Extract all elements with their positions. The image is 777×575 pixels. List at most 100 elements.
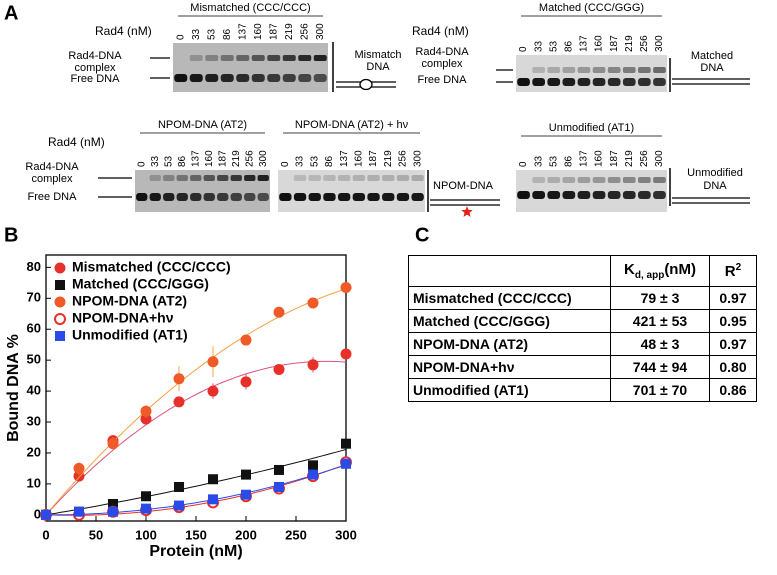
y-tick-label: 10 bbox=[27, 475, 41, 490]
table-row: Unmodified (AT1) 701 ± 70 0.86 bbox=[408, 378, 757, 402]
complex-band bbox=[149, 175, 161, 181]
complex-band bbox=[607, 177, 621, 183]
free-band bbox=[547, 78, 561, 86]
legend-marker bbox=[55, 280, 65, 290]
complex-band bbox=[313, 55, 327, 61]
diagram-label: DNA bbox=[703, 180, 727, 192]
y-tick-label: 0 bbox=[34, 506, 41, 521]
data-point bbox=[340, 348, 352, 360]
value-cell: 744 ± 94 bbox=[610, 355, 710, 379]
free-band bbox=[136, 193, 148, 201]
table-row: Mismatched (CCC/CCC) 79 ± 3 0.97 bbox=[408, 286, 757, 310]
name-cell: Mismatched (CCC/CCC) bbox=[408, 286, 611, 310]
x-tick-label: 150 bbox=[185, 527, 207, 542]
free-dna-label: Free DNA bbox=[418, 74, 468, 86]
complex-band bbox=[577, 67, 591, 73]
gel-title: Mismatched (CCC/CCC) bbox=[190, 2, 310, 14]
concentration-label: 53 bbox=[206, 28, 217, 40]
value-cell: 48 ± 3 bbox=[610, 332, 710, 356]
concentration-label: 0 bbox=[518, 46, 529, 52]
fit-curve bbox=[45, 360, 347, 516]
concentration-label: 160 bbox=[253, 23, 264, 40]
value-cell: 0.97 bbox=[709, 332, 757, 356]
complex-band bbox=[163, 175, 175, 181]
complex-band bbox=[396, 175, 410, 181]
complex-band bbox=[217, 175, 229, 181]
data-point bbox=[141, 491, 151, 502]
concentration-label: 86 bbox=[222, 28, 233, 40]
free-band bbox=[607, 191, 621, 199]
complex-band bbox=[236, 55, 250, 61]
header-sub: d, app bbox=[634, 270, 665, 281]
complex-band bbox=[638, 177, 651, 183]
free-band bbox=[367, 193, 380, 201]
concentration-label: 219 bbox=[231, 150, 242, 167]
legend-marker bbox=[54, 313, 66, 325]
free-band bbox=[532, 78, 545, 86]
free-band bbox=[244, 193, 256, 201]
x-tick-label: 0 bbox=[42, 527, 49, 542]
data-point bbox=[107, 438, 119, 450]
table-row: NPOM-DNA+hν 744 ± 94 0.80 bbox=[408, 355, 757, 379]
complex-label: complex bbox=[75, 62, 116, 74]
table-row: NPOM-DNA (AT2) 48 ± 3 0.97 bbox=[408, 332, 757, 356]
complex-band bbox=[547, 67, 561, 73]
data-point bbox=[41, 509, 51, 520]
data-point bbox=[274, 481, 284, 492]
complex-band bbox=[562, 67, 576, 73]
rad4-label: Rad4 (nM) bbox=[412, 24, 469, 38]
complex-band bbox=[308, 175, 321, 181]
concentration-label: 300 bbox=[412, 150, 423, 167]
free-band bbox=[577, 78, 591, 86]
mismatch-bubble bbox=[359, 78, 373, 91]
concentration-label: 33 bbox=[533, 155, 544, 167]
free-band bbox=[293, 193, 307, 201]
concentration-label: 187 bbox=[368, 150, 379, 167]
concentration-label: 137 bbox=[237, 23, 248, 40]
complex-band bbox=[562, 177, 576, 183]
free-band bbox=[230, 193, 242, 201]
free-dna-label: Free DNA bbox=[71, 73, 121, 85]
value-cell: 421 ± 53 bbox=[610, 309, 710, 333]
free-band bbox=[313, 74, 327, 82]
free-band bbox=[517, 191, 530, 199]
concentration-label: 300 bbox=[654, 35, 665, 52]
free-band bbox=[163, 193, 175, 201]
header-cell: Kd, app(nM) bbox=[610, 255, 710, 287]
panel-label: C bbox=[415, 224, 429, 246]
panel-label: B bbox=[4, 224, 18, 246]
concentration-label: 33 bbox=[150, 155, 161, 167]
complex-band bbox=[282, 55, 296, 61]
concentration-label: 187 bbox=[268, 23, 279, 40]
name-cell: Unmodified (AT1) bbox=[408, 378, 611, 402]
concentration-label: 187 bbox=[609, 150, 620, 167]
complex-band bbox=[298, 55, 312, 61]
data-point bbox=[108, 506, 118, 517]
complex-band bbox=[592, 67, 606, 73]
value-cell: 701 ± 70 bbox=[610, 378, 710, 402]
gel-title: NPOM-DNA (AT2) + hν bbox=[295, 119, 409, 131]
complex-band bbox=[547, 177, 561, 183]
concentration-label: 219 bbox=[624, 150, 635, 167]
free-band bbox=[220, 74, 234, 82]
concentration-label: 256 bbox=[299, 23, 310, 40]
data-point bbox=[240, 376, 252, 388]
x-tick-label: 100 bbox=[135, 527, 157, 542]
complex-label: Rad4-DNA bbox=[68, 50, 122, 62]
complex-band bbox=[382, 175, 395, 181]
concentration-label: 256 bbox=[398, 150, 409, 167]
free-band bbox=[532, 191, 545, 199]
complex-label: complex bbox=[422, 58, 463, 70]
data-point bbox=[341, 458, 351, 469]
data-point bbox=[240, 334, 252, 346]
legend-label: Mismatched (CCC/CCC) bbox=[72, 259, 231, 275]
free-band bbox=[257, 193, 269, 201]
complex-band bbox=[176, 175, 188, 181]
free-band bbox=[298, 74, 312, 82]
data-point bbox=[307, 297, 319, 309]
concentration-label: 160 bbox=[594, 150, 605, 167]
data-point bbox=[241, 469, 251, 480]
data-point bbox=[308, 460, 318, 471]
data-point bbox=[241, 489, 251, 500]
complex-band bbox=[190, 175, 202, 181]
